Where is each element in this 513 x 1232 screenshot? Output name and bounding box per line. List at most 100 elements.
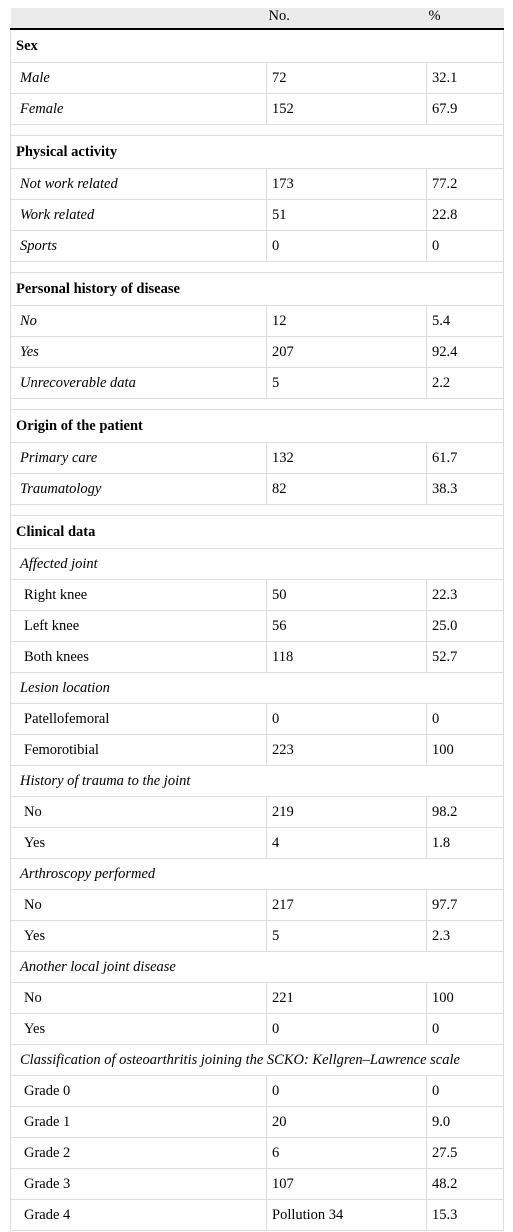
table-row: Grade 2 6 27.5 bbox=[10, 1137, 504, 1169]
row-percent: 38.3 bbox=[426, 473, 504, 505]
row-label: Grade 1 bbox=[10, 1106, 267, 1138]
row-label: Sports bbox=[10, 230, 267, 262]
section-header-row: Personal history of disease bbox=[10, 272, 504, 306]
row-count: 152 bbox=[266, 93, 427, 125]
row-count: 132 bbox=[266, 442, 427, 474]
row-count: 221 bbox=[266, 982, 427, 1014]
row-label: Both knees bbox=[10, 641, 267, 673]
row-percent: 5.4 bbox=[426, 305, 504, 337]
row-label: No bbox=[10, 982, 267, 1014]
row-percent: 22.8 bbox=[426, 199, 504, 231]
table-header: No. % bbox=[10, 8, 504, 30]
row-percent: 15.3 bbox=[426, 1199, 504, 1231]
data-table: No. % Sex Male 72 32.1 Female 152 67.9 Physical… bbox=[10, 8, 504, 1231]
table-body: Sex Male 72 32.1 Female 152 67.9 Physical activ… bbox=[10, 28, 504, 1231]
row-label: Not work related bbox=[10, 168, 267, 200]
row-count: 0 bbox=[266, 1075, 427, 1107]
row-percent: 0 bbox=[426, 1075, 504, 1107]
subsection-header-row: History of trauma to the joint bbox=[10, 765, 504, 797]
subsection-header-row: Classification of osteoarthritis joining… bbox=[10, 1044, 504, 1076]
table-row: Female 152 67.9 bbox=[10, 93, 504, 125]
row-count: 118 bbox=[266, 641, 427, 673]
row-count: 50 bbox=[266, 579, 427, 611]
row-label: Femorotibial bbox=[10, 734, 267, 766]
spacer-row bbox=[10, 504, 504, 516]
row-count: 6 bbox=[266, 1137, 427, 1169]
table-row: Yes 0 0 bbox=[10, 1013, 504, 1045]
subsection-header-row: Lesion location bbox=[10, 672, 504, 704]
row-count: 51 bbox=[266, 199, 427, 231]
row-count: 12 bbox=[266, 305, 427, 337]
table-row: No 219 98.2 bbox=[10, 796, 504, 828]
row-percent: 61.7 bbox=[426, 442, 504, 474]
row-label: Right knee bbox=[10, 579, 267, 611]
row-percent: 52.7 bbox=[426, 641, 504, 673]
row-label: No bbox=[10, 796, 267, 828]
spacer-row bbox=[10, 261, 504, 273]
row-count: 56 bbox=[266, 610, 427, 642]
row-label: Grade 0 bbox=[10, 1075, 267, 1107]
table-row: Grade 1 20 9.0 bbox=[10, 1106, 504, 1138]
header-col-percent: % bbox=[426, 8, 504, 30]
table-row: No 217 97.7 bbox=[10, 889, 504, 921]
table-row: Femorotibial 223 100 bbox=[10, 734, 504, 766]
row-count: 72 bbox=[266, 62, 427, 94]
spacer-row bbox=[10, 124, 504, 136]
row-count: 107 bbox=[266, 1168, 427, 1200]
row-label: Primary care bbox=[10, 442, 267, 474]
subsection-title: Classification of osteoarthritis joining… bbox=[10, 1044, 504, 1076]
row-label: Yes bbox=[10, 336, 267, 368]
table-row: Right knee 50 22.3 bbox=[10, 579, 504, 611]
table-row: No 12 5.4 bbox=[10, 305, 504, 337]
table-row: Grade 4 Pollution 34 15.3 bbox=[10, 1199, 504, 1231]
row-label: Yes bbox=[10, 827, 267, 859]
spacer-cell bbox=[10, 124, 504, 136]
table-row: Left knee 56 25.0 bbox=[10, 610, 504, 642]
row-percent: 0 bbox=[426, 230, 504, 262]
row-label: Patellofemoral bbox=[10, 703, 267, 735]
table-row: Patellofemoral 0 0 bbox=[10, 703, 504, 735]
header-col-count: No. bbox=[266, 8, 427, 30]
table-row: Yes 207 92.4 bbox=[10, 336, 504, 368]
subsection-header-row: Affected joint bbox=[10, 548, 504, 580]
row-count: 0 bbox=[266, 703, 427, 735]
section-title: Personal history of disease bbox=[10, 272, 504, 306]
row-percent: 100 bbox=[426, 982, 504, 1014]
row-label: Grade 2 bbox=[10, 1137, 267, 1169]
row-label: Grade 4 bbox=[10, 1199, 267, 1231]
row-percent: 77.2 bbox=[426, 168, 504, 200]
row-label: No bbox=[10, 305, 267, 337]
header-col-label bbox=[10, 8, 267, 30]
row-label: Male bbox=[10, 62, 267, 94]
row-label: Traumatology bbox=[10, 473, 267, 505]
subsection-header-row: Another local joint disease bbox=[10, 951, 504, 983]
subsection-title: Arthroscopy performed bbox=[10, 858, 504, 890]
section-header-row: Origin of the patient bbox=[10, 409, 504, 443]
row-percent: 0 bbox=[426, 703, 504, 735]
section-header-row: Sex bbox=[10, 28, 504, 63]
row-label: Grade 3 bbox=[10, 1168, 267, 1200]
row-count: 217 bbox=[266, 889, 427, 921]
section-title: Clinical data bbox=[10, 515, 504, 549]
table-row: Unrecoverable data 5 2.2 bbox=[10, 367, 504, 399]
row-count: 82 bbox=[266, 473, 427, 505]
row-count: 223 bbox=[266, 734, 427, 766]
spacer-row bbox=[10, 398, 504, 410]
section-header-row: Clinical data bbox=[10, 515, 504, 549]
table-row: Yes 5 2.3 bbox=[10, 920, 504, 952]
row-count: 5 bbox=[266, 920, 427, 952]
row-percent: 25.0 bbox=[426, 610, 504, 642]
subsection-title: Another local joint disease bbox=[10, 951, 504, 983]
subsection-title: History of trauma to the joint bbox=[10, 765, 504, 797]
row-label: Left knee bbox=[10, 610, 267, 642]
table-row: Yes 4 1.8 bbox=[10, 827, 504, 859]
row-label: Yes bbox=[10, 1013, 267, 1045]
section-title: Sex bbox=[10, 28, 504, 63]
section-header-row: Physical activity bbox=[10, 135, 504, 169]
row-count: 219 bbox=[266, 796, 427, 828]
table-row: Sports 0 0 bbox=[10, 230, 504, 262]
row-label: Female bbox=[10, 93, 267, 125]
table-row: Not work related 173 77.2 bbox=[10, 168, 504, 200]
section-title: Physical activity bbox=[10, 135, 504, 169]
